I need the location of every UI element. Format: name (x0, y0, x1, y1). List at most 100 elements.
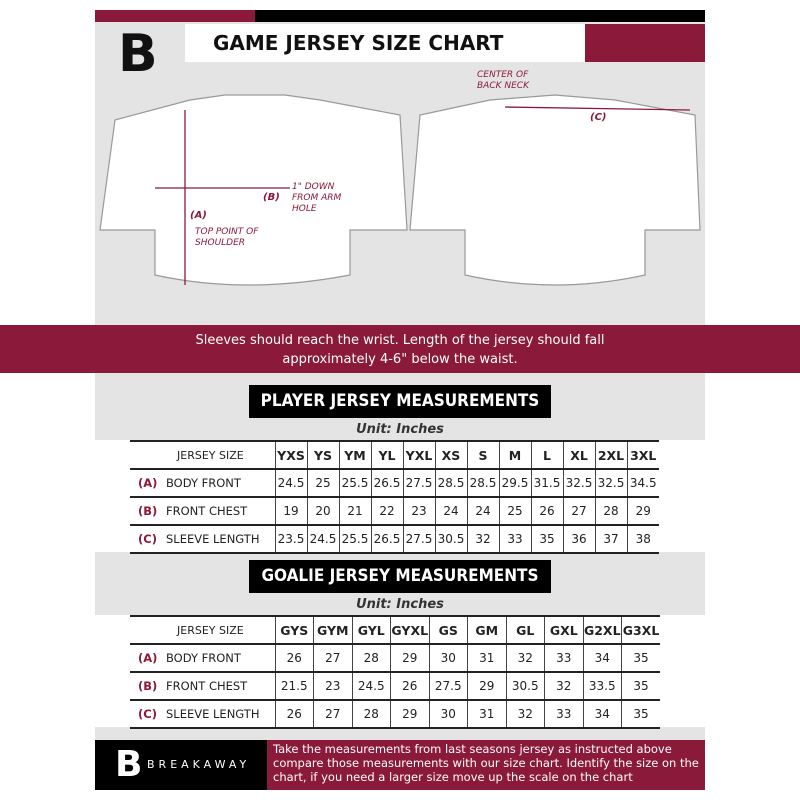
measurement-cell: 25 (498, 497, 531, 526)
measurement-cell: 25.5 (338, 525, 371, 554)
size-col-header: G2XL (582, 615, 622, 645)
player-table-band: JERSEY SIZE YXS YS YM YL YXL XS S M L XL 2XL 3XL (A) B… (0, 440, 800, 554)
size-col-header: YL (370, 440, 403, 470)
table-row: (C) SLEEVE LENGTH 26 27 28 29 30 31 32 33 34 35 (130, 700, 660, 729)
measurement-cell: 27 (313, 700, 352, 729)
row-label: (B) FRONT CHEST (130, 497, 275, 526)
label-b: (B) (263, 192, 280, 203)
footer-logo: B (115, 744, 143, 785)
player-section-header: PLAYER JERSEY MEASUREMENTS (0, 385, 800, 418)
label-c: (C) (590, 112, 607, 123)
measurement-cell: 30.5 (434, 525, 467, 554)
size-col-header: L (530, 440, 563, 470)
measurement-cell: 29.5 (498, 469, 531, 498)
size-header-label: JERSEY SIZE (130, 615, 275, 645)
player-section-title: PLAYER JERSEY MEASUREMENTS (248, 385, 552, 418)
row-label-text: BODY FRONT (166, 476, 241, 490)
measurement-cell: 27.5 (428, 672, 468, 701)
size-header-row: JERSEY SIZE YXS YS YM YL YXL XS S M L XL 2XL 3XL (130, 440, 659, 470)
jersey-back-outline (409, 94, 701, 286)
row-label: (C) SLEEVE LENGTH (130, 525, 275, 554)
measurement-cell: 24 (466, 497, 499, 526)
brand-logo: B (118, 24, 158, 84)
row-code: (B) (138, 679, 158, 693)
table-row: (A) BODY FRONT 24.5 25 25.5 26.5 27.5 28.5 28.5 2… (130, 469, 659, 498)
fit-notice-line1: Sleeves should reach the wrist. Length o… (195, 333, 605, 348)
size-col-header: GXL (544, 615, 583, 645)
measurement-cell: 20 (306, 497, 339, 526)
measurement-cell: 32.5 (562, 469, 595, 498)
size-col-header: YS (306, 440, 339, 470)
measurement-cell: 29 (626, 497, 659, 526)
measurement-cell: 34 (582, 700, 622, 729)
size-header-label: JERSEY SIZE (130, 440, 275, 470)
measurement-cell: 26 (530, 497, 563, 526)
jersey-diagram (99, 94, 701, 286)
measurement-cell: 35 (530, 525, 563, 554)
measurement-cell: 24.5 (351, 672, 391, 701)
measurement-cell: 34 (582, 644, 622, 673)
fit-notice-line2: approximately 4-6" below the waist. (282, 352, 518, 367)
measurement-cell: 30.5 (505, 672, 545, 701)
row-label: (B) FRONT CHEST (130, 672, 275, 701)
goalie-unit: Unit: Inches (356, 597, 444, 612)
fit-notice: Sleeves should reach the wrist. Length o… (0, 325, 800, 373)
measurement-cell: 28 (594, 497, 627, 526)
measurement-cell: 33 (544, 700, 583, 729)
size-col-header: GL (505, 615, 545, 645)
measurement-cell: 32 (544, 672, 583, 701)
table-row: (B) FRONT CHEST 19 20 21 22 23 24 24 25 26 27 28 29 (130, 497, 659, 526)
callout-arm-hole: 1" DOWN FROM ARM HOLE (292, 182, 342, 214)
measurement-cell: 27.5 (402, 525, 435, 554)
measurement-cell: 29 (390, 644, 429, 673)
measurement-cell: 21 (338, 497, 371, 526)
size-col-header: GYS (274, 615, 314, 645)
measurement-cell: 32 (505, 644, 545, 673)
measurement-cell: 30 (428, 700, 468, 729)
table-row: (B) FRONT CHEST 21.5 23 24.5 26 27.5 29 30.5 32 33… (130, 672, 660, 701)
measurement-cell: 21.5 (274, 672, 314, 701)
measurement-cell: 26 (390, 672, 429, 701)
measurement-cell: 26 (274, 700, 314, 729)
row-code: (C) (138, 707, 157, 721)
measurement-cell: 26 (274, 644, 314, 673)
measurement-cell: 31 (467, 700, 506, 729)
player-size-table: JERSEY SIZE YXS YS YM YL YXL XS S M L XL 2XL 3XL (A) B… (130, 440, 659, 554)
size-col-header: GM (467, 615, 506, 645)
table-row: (C) SLEEVE LENGTH 23.5 24.5 25.5 26.5 27.5 30.5… (130, 525, 659, 554)
measurement-cell: 32 (466, 525, 499, 554)
size-col-header: 2XL (594, 440, 627, 470)
measurement-cell: 25.5 (338, 469, 371, 498)
table-row: (A) BODY FRONT 26 27 28 29 30 31 32 33 34 35 (130, 644, 660, 673)
measurement-cell: 22 (370, 497, 403, 526)
callout-top-point: TOP POINT OF SHOULDER (195, 227, 259, 248)
goalie-table-band: JERSEY SIZE GYS GYM GYL GYXL GS GM GL GXL G2XL G3X… (0, 615, 800, 729)
measurement-cell: 33 (544, 644, 583, 673)
measurement-cell: 32 (505, 700, 545, 729)
measurement-cell: 28.5 (434, 469, 467, 498)
row-label-text: FRONT CHEST (166, 679, 248, 693)
size-header-row: JERSEY SIZE GYS GYM GYL GYXL GS GM GL GXL G2XL G3X… (130, 615, 660, 645)
measurement-cell: 34.5 (626, 469, 659, 498)
measurement-cell: 29 (390, 700, 429, 729)
measurement-cell: 29 (467, 672, 506, 701)
measurement-cell: 30 (428, 644, 468, 673)
measurement-cell: 19 (274, 497, 307, 526)
row-code: (B) (138, 504, 158, 518)
footer-brand: B BREAKAWAY (95, 740, 267, 790)
size-col-header: 3XL (626, 440, 659, 470)
title-accent-block (585, 24, 705, 62)
measurement-cell: 33.5 (582, 672, 622, 701)
measurement-cell: 28 (351, 700, 391, 729)
row-label-text: SLEEVE LENGTH (166, 532, 260, 546)
page-title: GAME JERSEY SIZE CHART (185, 24, 585, 62)
measurement-cell: 23.5 (274, 525, 307, 554)
size-col-header: XS (434, 440, 467, 470)
size-col-header: GS (428, 615, 468, 645)
goalie-section-header: GOALIE JERSEY MEASUREMENTS (0, 560, 800, 593)
measurement-cell: 24 (434, 497, 467, 526)
goalie-size-table: JERSEY SIZE GYS GYM GYL GYXL GS GM GL GXL G2XL G3X… (130, 615, 660, 729)
measurement-cell: 31.5 (530, 469, 563, 498)
jersey-front-outline (99, 94, 408, 286)
size-col-header: YXL (402, 440, 435, 470)
